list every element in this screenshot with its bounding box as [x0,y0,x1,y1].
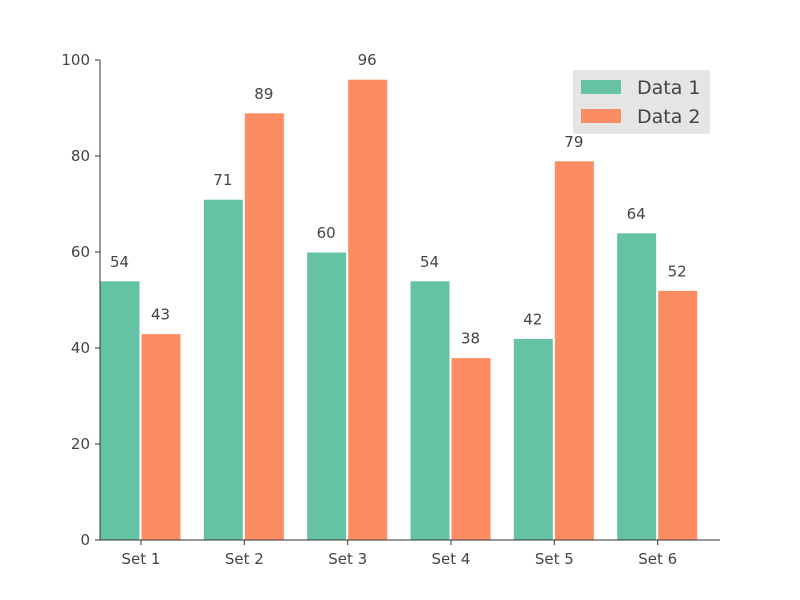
bar-1-2 [202,198,244,541]
y-tick-label: 0 [80,531,90,549]
y-tick-label: 100 [61,51,90,69]
x-tick-label: Set 1 [122,550,161,568]
x-tick-label: Set 3 [328,550,367,568]
bar-1-4 [409,280,451,541]
bar-2-6 [657,289,699,541]
data-label-1-1: 54 [110,253,129,271]
data-label-2-3: 96 [358,51,377,69]
data-label-2-6: 52 [668,262,687,280]
axes-group [99,60,720,541]
data-label-1-2: 71 [213,171,232,189]
legend-swatch-data-1 [581,80,621,94]
data-label-1-3: 60 [317,224,336,242]
data-label-2-2: 89 [254,85,273,103]
bar-1-1 [99,280,141,541]
x-tick-label: Set 2 [225,550,264,568]
data-label-2-4: 38 [461,330,480,348]
bar-2-1 [140,333,182,541]
y-tick-label: 40 [71,339,90,357]
legend-swatch-data-2 [581,109,621,123]
bar-2-2 [243,112,285,541]
x-tick-label: Set 6 [638,550,677,568]
legend-label-data-2: Data 2 [637,106,701,128]
data-label-2-5: 79 [564,133,583,151]
bar-2-3 [347,78,389,541]
bar-1-3 [306,251,348,541]
x-tick-label: Set 4 [432,550,471,568]
x-ticks-group: Set 1 Set 2 Set 3 Set 4 Set 5 Set 6 [122,540,677,568]
y-tick-label: 80 [71,147,90,165]
data-label-1-5: 42 [523,310,542,328]
bar-1-6 [616,232,658,541]
bar-2-4 [450,357,492,541]
data-label-1-6: 64 [627,205,646,223]
y-tick-label: 20 [71,435,90,453]
legend: Data 1 Data 2 [573,70,710,134]
x-tick-label: Set 5 [535,550,574,568]
data-labels-group: 54 43 71 89 60 96 54 38 42 79 64 52 [110,51,687,347]
y-ticks-group: 0 20 40 60 80 100 [61,51,100,549]
bar-2-5 [553,160,595,541]
y-tick-label: 60 [71,243,90,261]
data-label-2-1: 43 [151,306,170,324]
bars-group [99,78,699,541]
data-label-1-4: 54 [420,253,439,271]
bar-1-5 [512,337,554,541]
legend-label-data-1: Data 1 [637,77,701,99]
